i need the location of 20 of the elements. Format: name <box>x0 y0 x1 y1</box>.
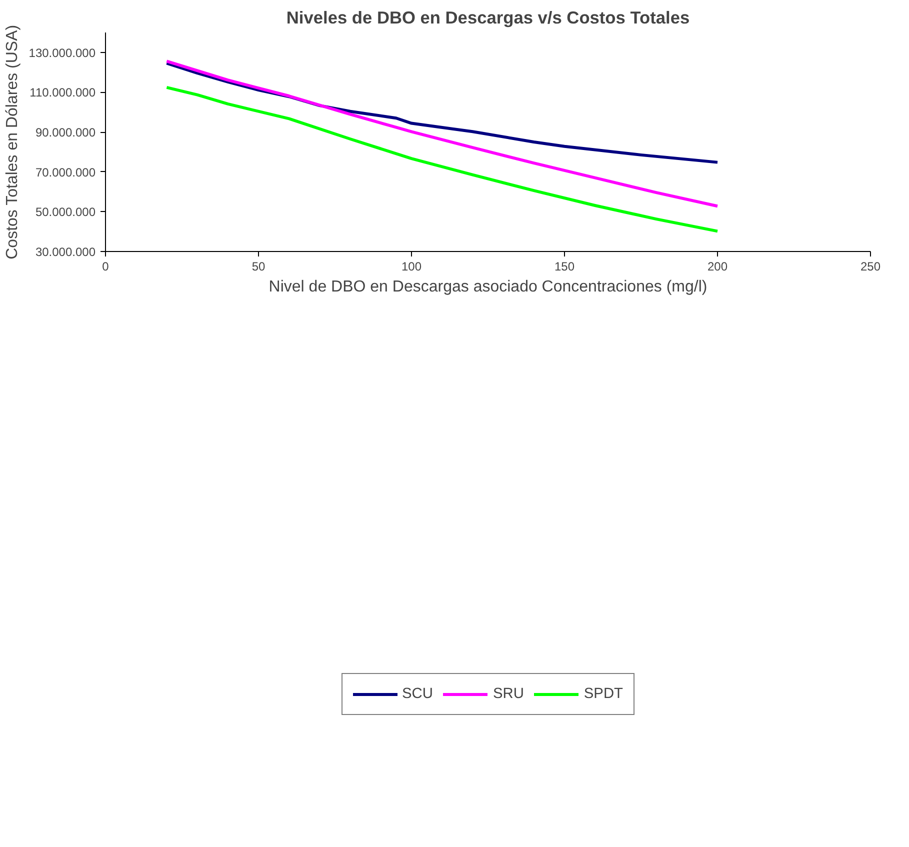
legend-label: SRU <box>492 686 524 702</box>
y-tick-label: 110.000.000 <box>30 86 96 100</box>
line-series <box>165 86 719 233</box>
y-tick-label: 130.000.000 <box>28 46 96 60</box>
x-tick-label: 50 <box>252 260 266 274</box>
chart-title: Niveles de DBO en Descargas v/s Costos Totales <box>286 8 690 28</box>
legend-label: SCU <box>402 686 433 702</box>
x-tick-label: 0 <box>102 260 110 274</box>
y-axis-title: Costos Totales en Dólares (USA) <box>4 24 21 260</box>
y-tick-label: 90.000.000 <box>35 126 96 140</box>
y-tick-label: 70.000.000 <box>35 165 96 180</box>
x-tick-label: 150 <box>554 260 575 274</box>
legend-label: SPDT <box>584 686 623 702</box>
x-tick-label: 200 <box>707 260 728 274</box>
x-tick-label: 250 <box>860 260 881 274</box>
line-series <box>165 60 719 208</box>
x-tick-label: 100 <box>401 260 422 274</box>
y-tick-label: 30.000.000 <box>35 245 96 259</box>
x-axis-title: Nivel de DBO en Descargas asociado Concentraciones (mg/l) <box>268 278 708 296</box>
y-tick-label: 50.000.000 <box>35 205 96 220</box>
